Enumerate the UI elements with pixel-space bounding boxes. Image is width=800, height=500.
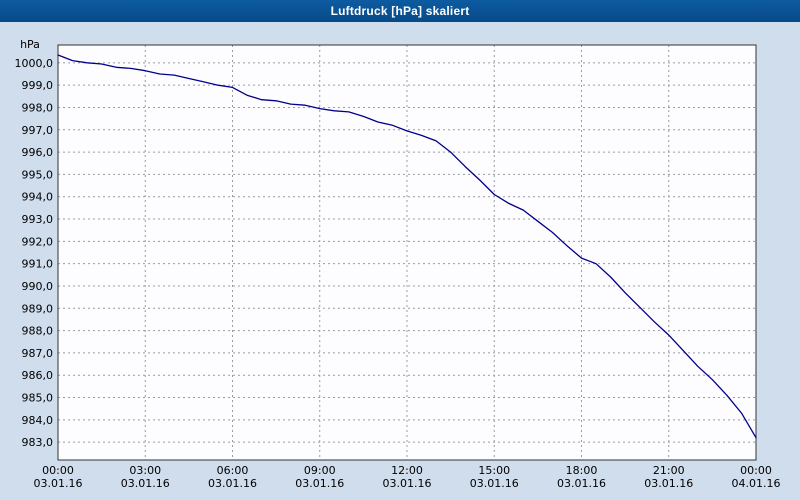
y-tick-label: 991,0 <box>22 258 54 271</box>
x-tick-date-label: 03.01.16 <box>383 477 432 490</box>
x-tick-time-label: 06:00 <box>217 464 249 477</box>
x-tick-time-label: 18:00 <box>566 464 598 477</box>
y-tick-label: 994,0 <box>22 191 54 204</box>
x-tick-date-label: 04.01.16 <box>732 477 781 490</box>
y-tick-label: 986,0 <box>22 369 54 382</box>
pressure-line-chart: hPa 1000,0 999,0 998,0 997,0 996,0 995,0 994,0 9… <box>15 38 781 490</box>
chart-title: Luftdruck [hPa] skaliert <box>330 4 470 18</box>
chart-area: hPa 1000,0 999,0 998,0 997,0 996,0 995,0 994,0 9… <box>0 22 800 500</box>
x-tick-date-label: 03.01.16 <box>557 477 606 490</box>
y-tick-label: 997,0 <box>22 124 54 137</box>
x-tick-time-label: 09:00 <box>304 464 336 477</box>
x-tick-time-label: 03:00 <box>129 464 161 477</box>
x-tick-time-label: 00:00 <box>740 464 772 477</box>
plot-background <box>58 45 756 460</box>
pressure-series-line <box>57 54 757 439</box>
y-tick-label: 983,0 <box>22 436 54 449</box>
y-tick-label: 984,0 <box>22 414 54 427</box>
y-tick-label: 988,0 <box>22 325 54 338</box>
x-tick-date-label: 03.01.16 <box>644 477 693 490</box>
y-axis-unit-label: hPa <box>20 38 40 51</box>
x-tick-time-label: 12:00 <box>391 464 423 477</box>
x-tick-date-label: 03.01.16 <box>34 477 83 490</box>
x-tick-time-label: 21:00 <box>653 464 685 477</box>
x-tick-time-label: 00:00 <box>42 464 74 477</box>
y-tick-label: 998,0 <box>22 101 54 114</box>
x-tick-date-label: 03.01.16 <box>208 477 257 490</box>
y-tick-label: 995,0 <box>22 168 54 181</box>
y-tick-label: 989,0 <box>22 302 54 315</box>
y-tick-label: 993,0 <box>22 213 54 226</box>
y-tick-label: 992,0 <box>22 235 54 248</box>
y-tick-label: 1000,0 <box>15 57 54 70</box>
y-tick-label: 996,0 <box>22 146 54 159</box>
x-tick-date-label: 03.01.16 <box>470 477 519 490</box>
y-tick-label: 987,0 <box>22 347 54 360</box>
y-tick-label: 990,0 <box>22 280 54 293</box>
x-tick-date-label: 03.01.16 <box>295 477 344 490</box>
plot-border <box>57 44 757 461</box>
x-tick-date-label: 03.01.16 <box>121 477 170 490</box>
y-tick-label: 999,0 <box>22 79 54 92</box>
y-tick-label: 985,0 <box>22 392 54 405</box>
x-tick-time-label: 15:00 <box>478 464 510 477</box>
chart-title-bar: Luftdruck [hPa] skaliert <box>0 0 800 22</box>
